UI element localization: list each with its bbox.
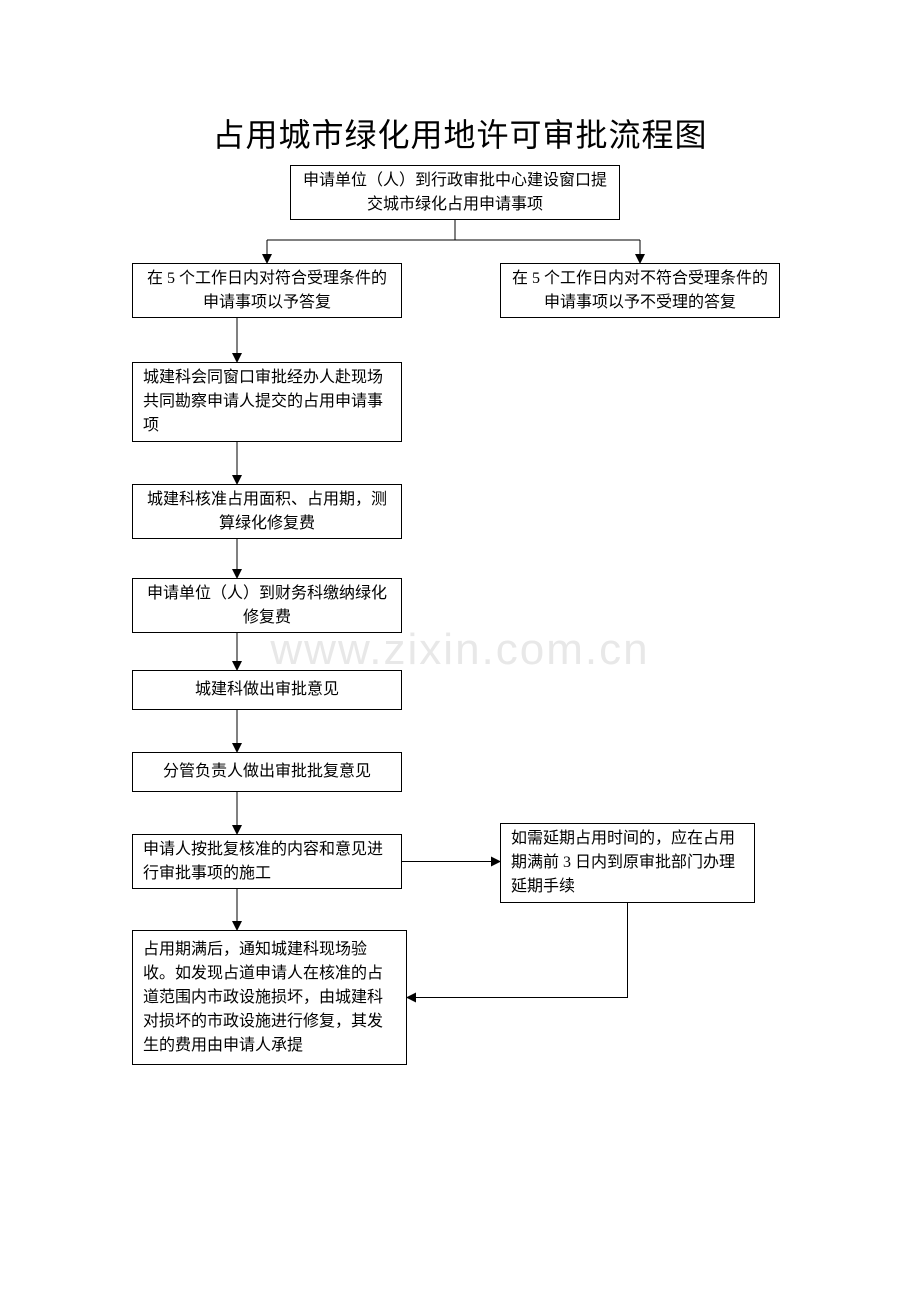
flowchart-node-n9: 如需延期占用时间的，应在占用期满前 3 日内到原审批部门办理延期手续 <box>500 823 755 903</box>
flowchart-node-n5: 申请单位（人）到财务科缴纳绿化修复费 <box>132 578 402 633</box>
flowchart-node-n7: 分管负责人做出审批批复意见 <box>132 752 402 792</box>
flowchart-node-n3: 城建科会同窗口审批经办人赴现场共同勘察申请人提交的占用申请事项 <box>132 362 402 442</box>
flowchart-node-n2a: 在 5 个工作日内对符合受理条件的申请事项以予答复 <box>132 263 402 318</box>
flowchart-title: 占用城市绿化用地许可审批流程图 <box>0 110 920 156</box>
flowchart-node-n8: 申请人按批复核准的内容和意见进行审批事项的施工 <box>132 834 402 889</box>
flowchart-node-n1: 申请单位（人）到行政审批中心建设窗口提交城市绿化占用申请事项 <box>290 165 620 220</box>
flowchart-node-n4: 城建科核准占用面积、占用期，测算绿化修复费 <box>132 484 402 539</box>
flowchart-node-n6: 城建科做出审批意见 <box>132 670 402 710</box>
flowchart-node-n2b: 在 5 个工作日内对不符合受理条件的申请事项以予不受理的答复 <box>500 263 780 318</box>
flowchart-node-n10: 占用期满后，通知城建科现场验收。如发现占道申请人在核准的占道范围内市政设施损坏，… <box>132 930 407 1065</box>
